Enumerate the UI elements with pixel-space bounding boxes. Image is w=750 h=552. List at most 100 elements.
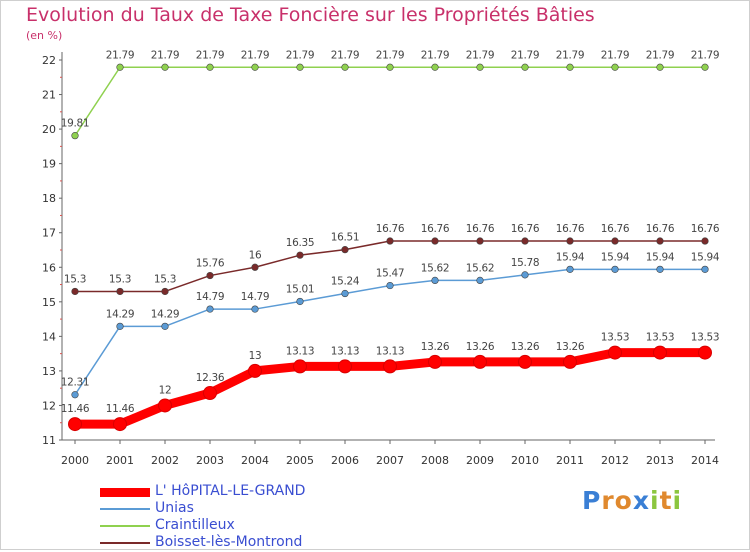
data-label: 12.31	[61, 377, 90, 389]
x-tick-label: 2002	[151, 454, 179, 467]
series-line	[74, 66, 706, 137]
y-tick-label: 15	[42, 296, 56, 309]
data-label: 15.94	[691, 251, 720, 263]
data-label: 21.79	[196, 49, 225, 61]
x-tick-label: 2005	[286, 454, 314, 467]
data-label: 13.26	[421, 341, 450, 353]
data-label: 13.53	[691, 332, 720, 344]
x-tick-label: 2006	[331, 454, 359, 467]
data-label: 16.51	[331, 232, 360, 244]
data-label: 15.94	[556, 251, 585, 263]
data-label: 16.76	[601, 223, 630, 235]
data-point	[653, 345, 667, 360]
proxiti-logo: Proxiti	[582, 486, 682, 515]
data-label: 13.53	[601, 332, 630, 344]
data-point	[161, 322, 169, 330]
y-tick-label: 18	[42, 192, 56, 205]
data-label: 15.3	[64, 273, 86, 285]
data-point	[608, 345, 622, 360]
data-point	[116, 63, 124, 71]
y-tick-label: 12	[42, 399, 56, 412]
data-label: 12	[159, 384, 172, 396]
x-tick-label: 2013	[646, 454, 674, 467]
data-point	[566, 237, 574, 245]
data-label: 21.79	[106, 49, 135, 61]
data-label: 13.13	[376, 345, 405, 357]
data-point	[161, 287, 169, 296]
data-label: 13.13	[286, 345, 315, 357]
data-point	[113, 417, 127, 432]
data-point	[476, 237, 484, 245]
x-tick-label: 2012	[601, 454, 629, 467]
logo-letter: i	[672, 486, 683, 515]
data-point	[293, 359, 307, 374]
data-point	[656, 237, 664, 245]
data-point	[71, 287, 79, 296]
data-label: 21.79	[151, 49, 180, 61]
data-point	[383, 359, 397, 374]
data-label: 16.76	[376, 223, 405, 235]
data-label: 21.79	[241, 49, 270, 61]
data-point	[428, 354, 442, 369]
y-tick-label: 22	[42, 54, 56, 67]
legend-swatch	[100, 508, 150, 510]
y-tick-label: 14	[42, 330, 56, 343]
data-point	[566, 63, 574, 71]
data-label: 21.79	[601, 49, 630, 61]
data-label: 16	[249, 249, 262, 261]
legend-swatch	[100, 525, 150, 527]
data-label: 21.79	[421, 49, 450, 61]
data-label: 14.29	[106, 308, 135, 320]
data-label: 19.81	[61, 118, 90, 130]
data-label: 15.62	[421, 262, 450, 274]
data-label: 15.24	[331, 276, 360, 288]
line-chart: 11 12 13 14 15 16 17 18 19 20 21 22 2000 2001 2002 2003…	[42, 49, 720, 467]
x-tick-label: 2009	[466, 454, 494, 467]
data-label: 14.29	[151, 308, 180, 320]
data-label: 15.3	[154, 273, 176, 285]
data-point	[206, 305, 214, 313]
data-label: 15.01	[286, 283, 315, 295]
x-tick-label: 2004	[241, 454, 269, 467]
data-label: 21.79	[376, 49, 405, 61]
data-label: 21.79	[646, 49, 675, 61]
logo-letter: P	[582, 486, 602, 515]
legend-label: Boisset-lès-Montrond	[155, 534, 303, 550]
legend-swatch	[100, 487, 150, 497]
data-point	[431, 63, 439, 71]
data-point	[473, 354, 487, 369]
data-point	[341, 289, 349, 298]
data-point	[701, 237, 709, 245]
data-label: 21.79	[286, 49, 315, 61]
data-point	[386, 237, 394, 245]
data-label: 21.79	[511, 49, 540, 61]
data-point	[611, 63, 619, 71]
y-tick-label: 11	[42, 434, 56, 447]
data-point	[431, 276, 439, 285]
data-point	[71, 132, 79, 140]
data-label: 14.79	[241, 291, 270, 303]
data-point	[248, 363, 262, 378]
logo-letter: i	[650, 486, 660, 515]
data-point	[521, 237, 529, 245]
data-point	[566, 265, 574, 273]
data-point	[656, 265, 664, 273]
data-label: 13	[249, 350, 262, 362]
data-point	[116, 322, 124, 330]
data-point	[476, 63, 484, 71]
data-label: 11.46	[61, 403, 90, 415]
data-label: 15.3	[109, 273, 131, 285]
data-label: 13.26	[556, 341, 585, 353]
data-label: 15.94	[601, 251, 630, 263]
y-tick-label: 16	[42, 261, 56, 274]
logo-letter: x	[632, 486, 650, 515]
data-point	[431, 237, 439, 245]
data-point	[656, 63, 664, 71]
data-point	[203, 386, 217, 401]
data-label: 12.36	[196, 372, 225, 384]
data-point	[476, 276, 484, 285]
y-tick-label: 20	[42, 123, 56, 136]
data-point	[611, 237, 619, 245]
x-tick-label: 2001	[106, 454, 134, 467]
